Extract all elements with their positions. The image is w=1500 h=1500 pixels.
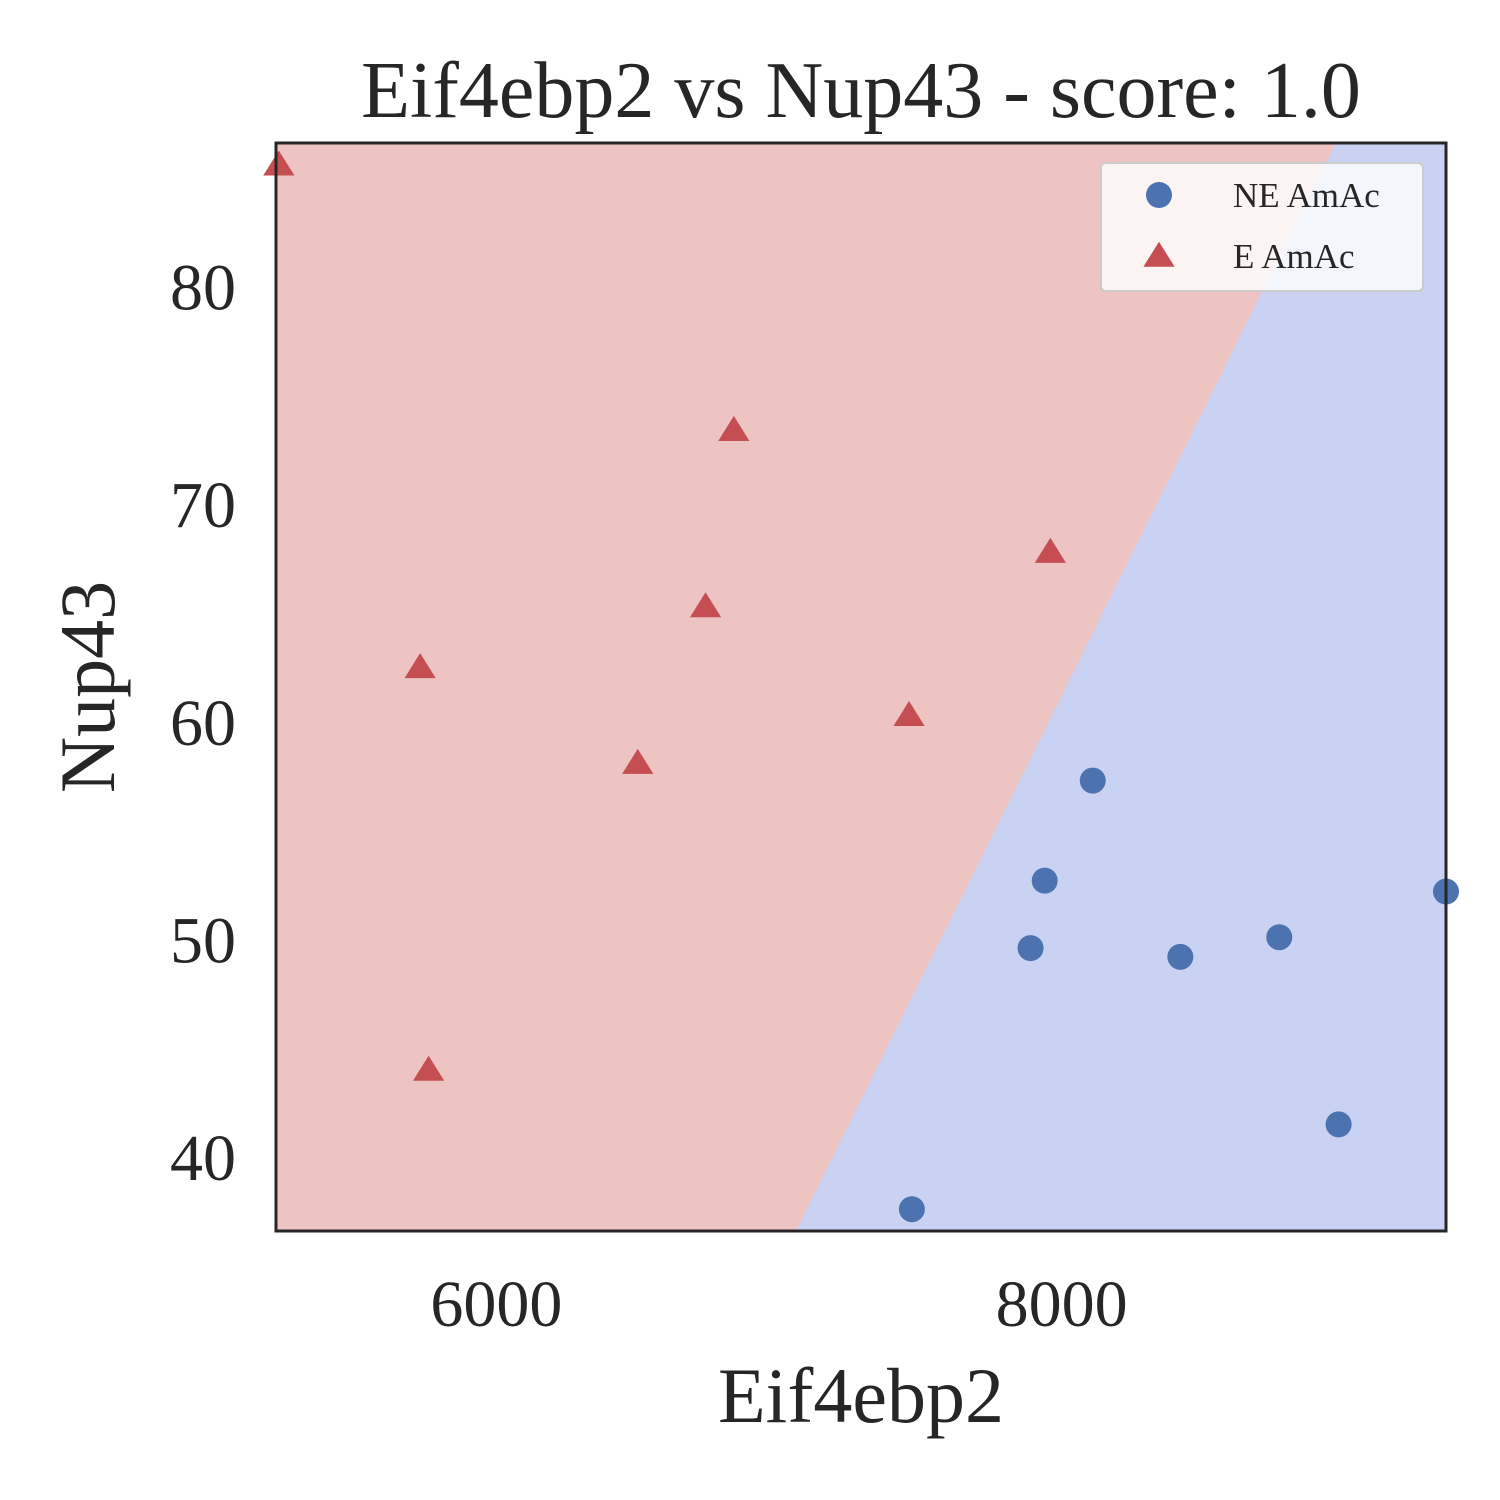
data-point bbox=[404, 653, 436, 679]
series-ne-amac bbox=[898, 767, 1459, 1223]
data-point bbox=[1325, 1111, 1352, 1138]
data-point bbox=[689, 592, 722, 618]
y-axis-ticks: 40 50 60 70 80 bbox=[170, 252, 236, 1195]
legend-label: NE AmAc bbox=[1233, 176, 1380, 215]
decision-region-right bbox=[796, 143, 1446, 1231]
y-tick-label: 70 bbox=[170, 469, 236, 542]
plot-frame bbox=[274, 141, 1448, 1233]
x-axis-label: Eif4ebp2 bbox=[718, 1352, 1004, 1439]
x-tick-label: 8000 bbox=[996, 1268, 1128, 1341]
data-point bbox=[263, 150, 295, 176]
data-point bbox=[893, 700, 925, 727]
legend-item-e-amac: E AmAc bbox=[1143, 237, 1355, 276]
chart-title: Eif4ebp2 vs Nup43 - score: 1.0 bbox=[361, 47, 1361, 135]
legend-items: NE AmAc E AmAc bbox=[1143, 176, 1380, 276]
y-axis-label: Nup43 bbox=[44, 581, 131, 793]
y-tick-label: 40 bbox=[170, 1122, 236, 1195]
x-tick-label: 6000 bbox=[430, 1268, 562, 1341]
data-point bbox=[413, 1055, 445, 1081]
legend-item-ne-amac: NE AmAc bbox=[1146, 176, 1380, 215]
data-point bbox=[1031, 867, 1058, 894]
y-tick-label: 60 bbox=[170, 687, 236, 760]
legend-label: E AmAc bbox=[1233, 237, 1355, 276]
y-tick-label: 80 bbox=[170, 252, 236, 325]
legend-marker bbox=[1146, 182, 1172, 208]
legend: NE AmAc E AmAc bbox=[1100, 162, 1424, 292]
data-point bbox=[1167, 943, 1194, 970]
y-tick-label: 50 bbox=[170, 904, 236, 977]
legend-marker bbox=[1143, 241, 1175, 267]
data-point bbox=[622, 748, 654, 774]
data-point bbox=[898, 1196, 925, 1223]
series-e-amac bbox=[263, 150, 1066, 1081]
data-point bbox=[1034, 537, 1066, 563]
data-point bbox=[718, 415, 750, 441]
data-marks bbox=[263, 150, 1459, 1223]
data-point bbox=[1266, 924, 1293, 951]
data-point bbox=[1079, 767, 1106, 794]
plot-area bbox=[263, 143, 1459, 1231]
legend-box bbox=[1100, 162, 1424, 292]
x-axis-ticks: 6000 8000 bbox=[430, 1268, 1127, 1341]
data-point bbox=[1017, 935, 1044, 962]
